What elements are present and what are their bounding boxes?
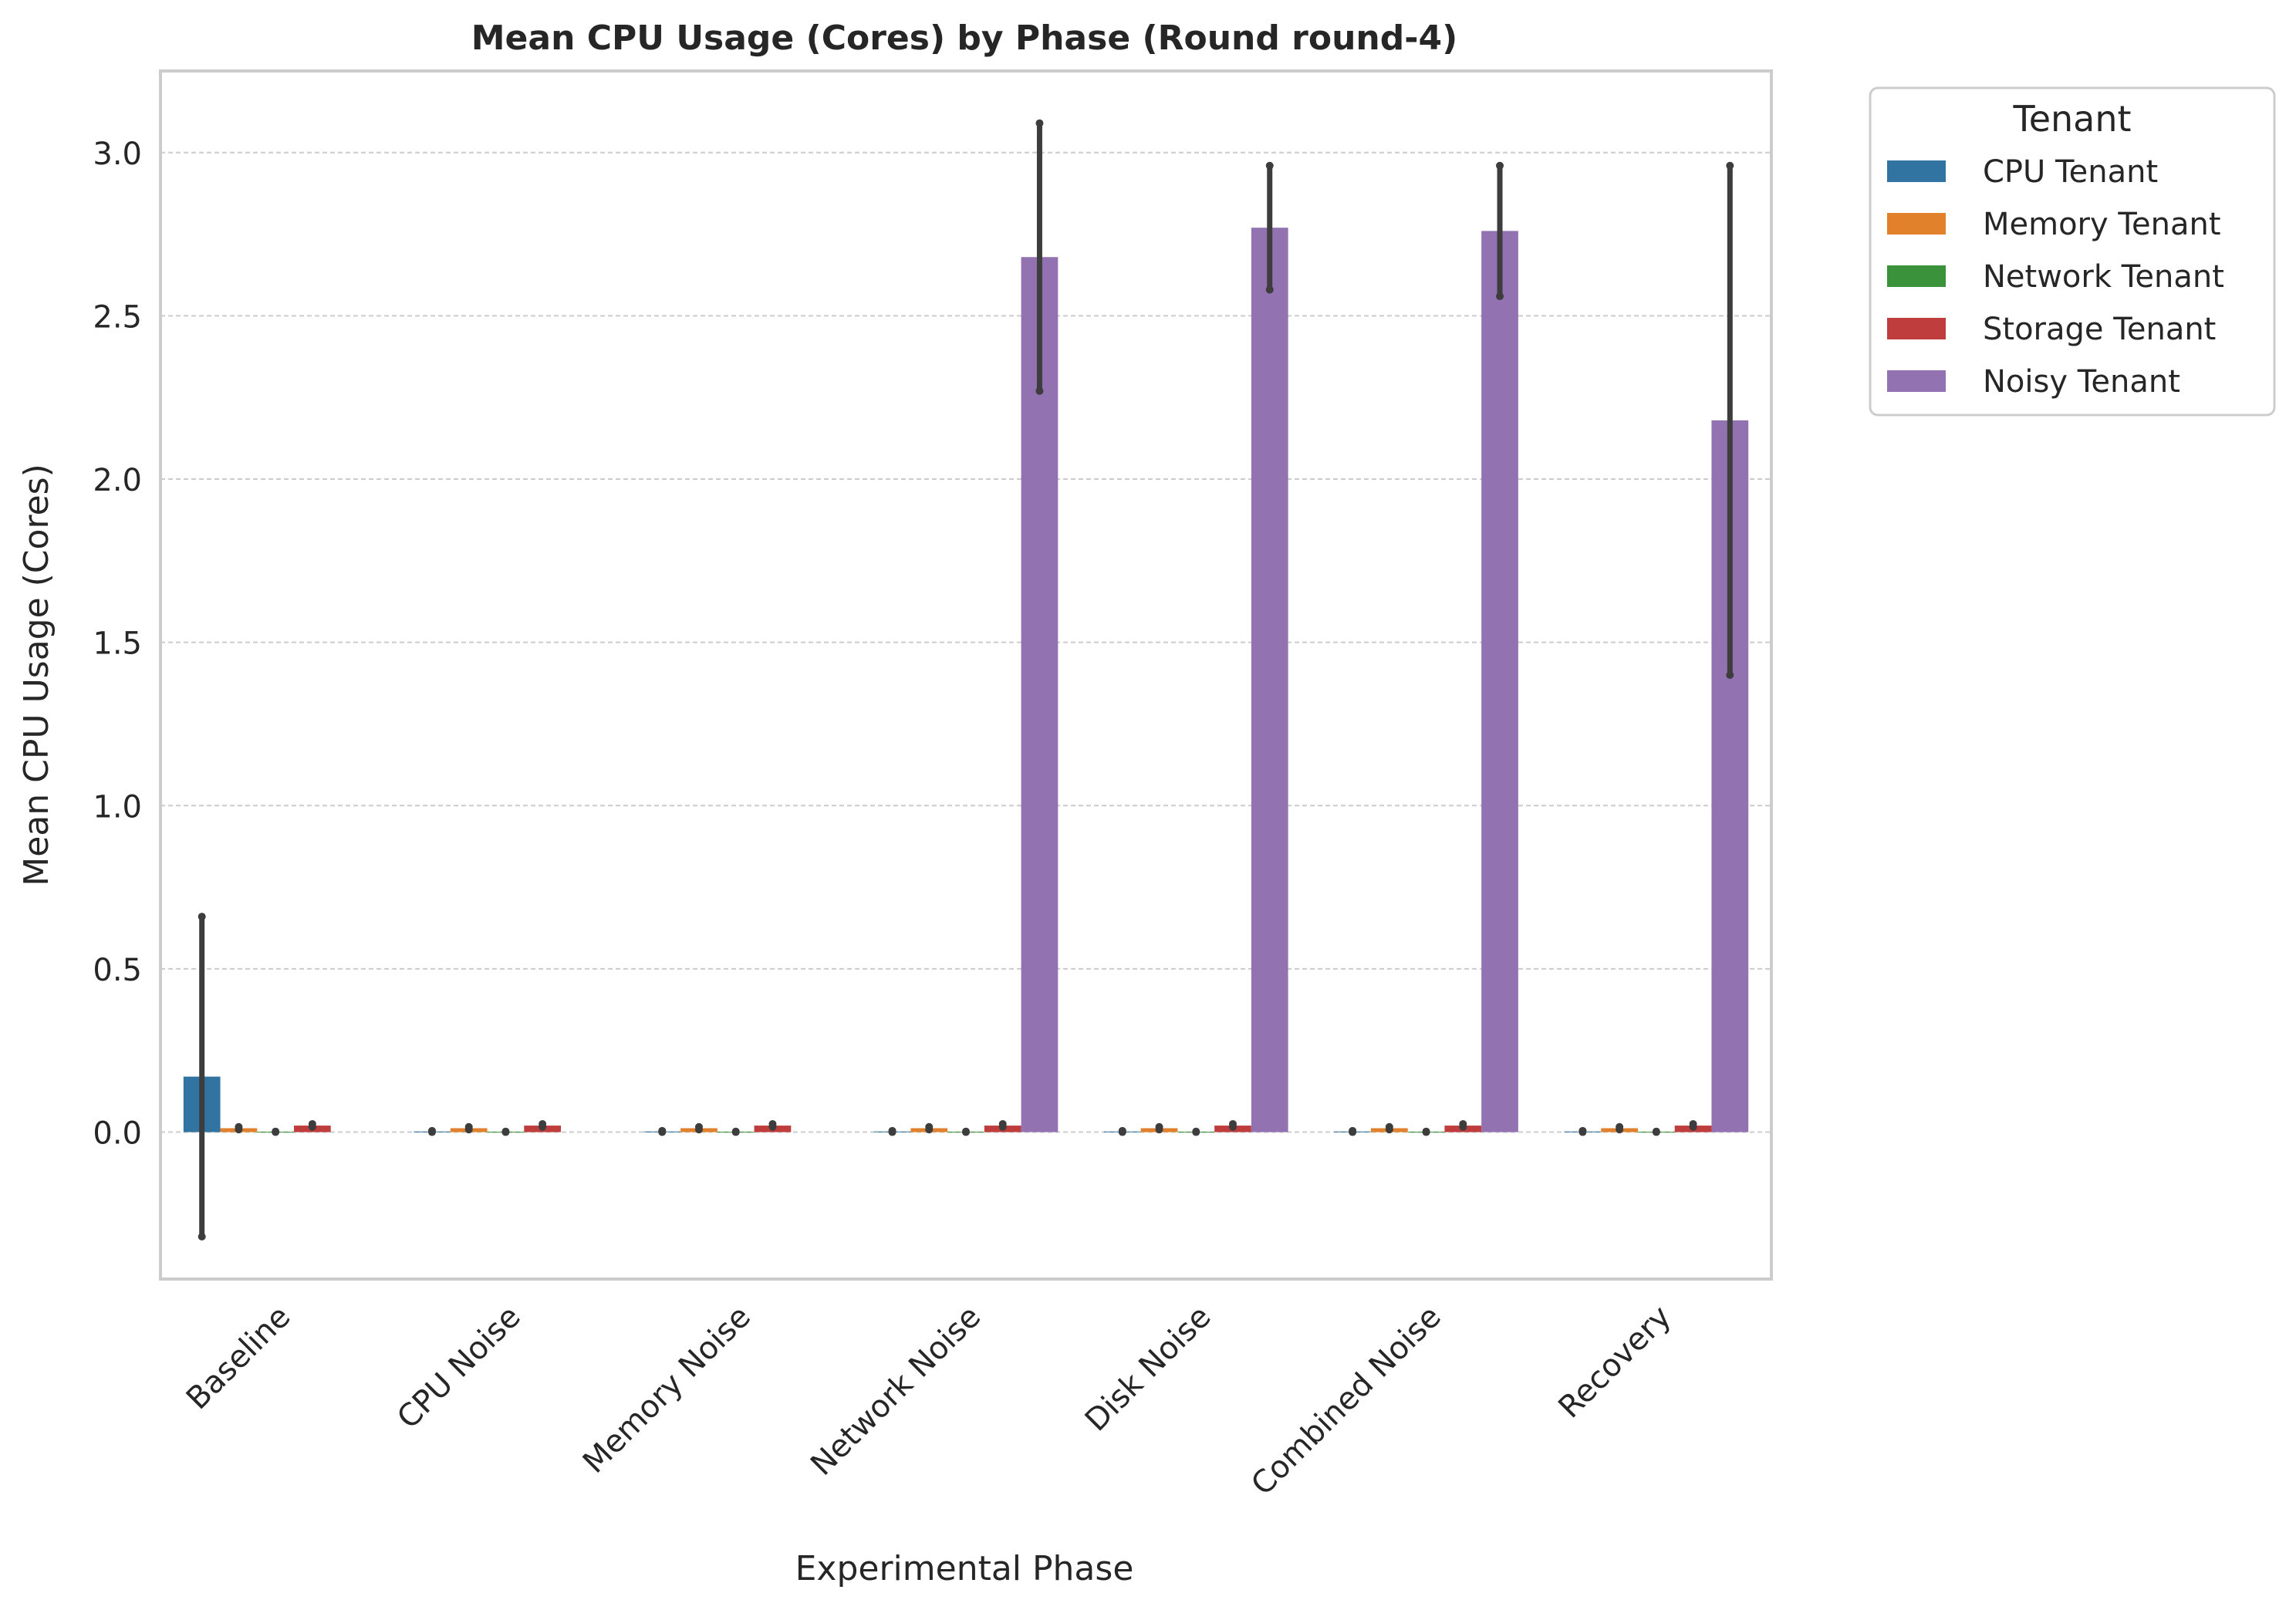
legend-swatch — [1887, 265, 1946, 287]
legend-swatch — [1887, 318, 1946, 339]
error-cap — [1496, 161, 1504, 170]
error-cap — [198, 913, 206, 921]
y-tick-label: 0.5 — [93, 953, 142, 988]
error-cap — [1459, 1122, 1467, 1131]
legend: Tenant CPU Tenant Memory Tenant Network Te… — [1869, 86, 2276, 417]
legend-label: Storage Tenant — [1983, 312, 2216, 347]
y-tick-label: 3.0 — [93, 137, 142, 172]
error-cap — [1118, 1128, 1126, 1136]
bars-layer — [183, 228, 1749, 1133]
legend-label: Network Tenant — [1983, 259, 2224, 295]
error-cap — [1616, 1126, 1624, 1134]
x-axis-label: Experimental Phase — [795, 1549, 1134, 1588]
error-cap — [1726, 671, 1734, 679]
error-cap — [1265, 285, 1274, 294]
legend-label: Memory Tenant — [1983, 207, 2221, 242]
error-cap — [962, 1128, 970, 1136]
error-cap — [235, 1126, 243, 1134]
y-ticks: 0.0 0.5 1.0 1.5 2.0 2.5 3.0 — [93, 137, 142, 1152]
error-cap — [427, 1128, 436, 1136]
error-cap — [1265, 161, 1274, 170]
y-axis-label: Mean CPU Usage (Cores) — [17, 464, 56, 886]
error-cap — [925, 1126, 934, 1134]
error-cap — [1422, 1128, 1430, 1136]
plot-frame — [159, 69, 1773, 1281]
legend-swatch — [1887, 213, 1946, 235]
error-cap — [998, 1122, 1007, 1131]
error-cap — [768, 1122, 777, 1131]
legend-title: Tenant — [2012, 98, 2131, 140]
bar — [1481, 231, 1518, 1132]
error-cap — [1035, 386, 1044, 395]
error-cap — [1652, 1128, 1660, 1136]
legend-items: CPU Tenant Memory Tenant Network Tenant Sto… — [1887, 154, 2224, 400]
error-cap — [658, 1128, 667, 1136]
error-cap — [198, 1232, 206, 1240]
bar — [1251, 228, 1288, 1132]
error-cap — [1578, 1128, 1587, 1136]
error-cap — [1155, 1126, 1163, 1134]
error-cap — [1385, 1126, 1393, 1134]
error-cap — [539, 1122, 547, 1131]
error-bars-layer — [198, 119, 1734, 1240]
legend-swatch — [1887, 160, 1946, 182]
y-tick-label: 2.0 — [93, 463, 142, 498]
y-tick-label: 1.0 — [93, 789, 142, 825]
error-cap — [1229, 1122, 1237, 1131]
y-tick-label: 0.0 — [93, 1116, 142, 1152]
legend-swatch — [1887, 370, 1946, 392]
error-cap — [1726, 161, 1734, 170]
error-cap — [1496, 292, 1504, 301]
bar — [1021, 257, 1059, 1132]
legend-label: Noisy Tenant — [1983, 364, 2180, 400]
error-cap — [888, 1128, 896, 1136]
legend-box — [1869, 86, 2276, 417]
error-cap — [1689, 1122, 1697, 1131]
error-cap — [1192, 1128, 1200, 1136]
error-cap — [308, 1122, 316, 1131]
y-tick-label: 1.5 — [93, 626, 142, 662]
error-cap — [1035, 119, 1044, 127]
error-cap — [731, 1128, 740, 1136]
error-cap — [272, 1128, 280, 1136]
error-cap — [694, 1126, 703, 1134]
y-tick-label: 2.5 — [93, 299, 142, 335]
error-cap — [501, 1128, 510, 1136]
chart-title: Mean CPU Usage (Cores) by Phase (Round r… — [471, 19, 1457, 58]
error-cap — [464, 1126, 473, 1134]
legend-label: CPU Tenant — [1983, 154, 2158, 190]
error-cap — [1349, 1128, 1357, 1136]
